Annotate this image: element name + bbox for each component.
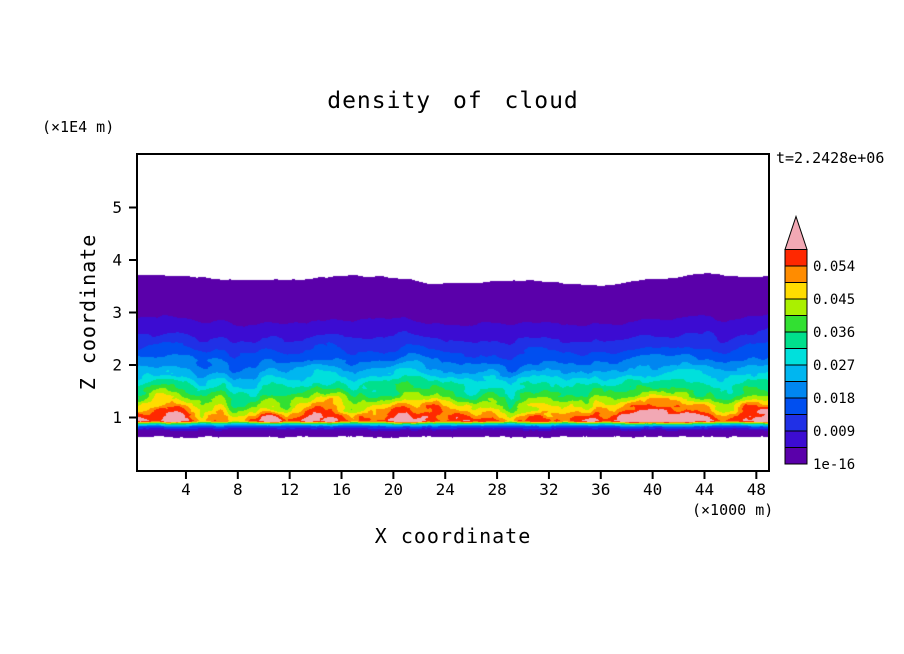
- y-axis-title: Z coordinate: [76, 233, 100, 391]
- chart-title: density of cloud: [327, 88, 579, 114]
- colorbar-label: 0.027: [813, 358, 855, 374]
- colorbar-overflow-arrow: [784, 214, 808, 250]
- contour-field-canvas: [138, 155, 768, 470]
- x-tick-label: 20: [384, 480, 403, 499]
- colorbar-segment: [784, 282, 808, 300]
- x-tick-label: 48: [747, 480, 766, 499]
- x-tick-label: 16: [332, 480, 351, 499]
- z-tick-label: 3: [112, 303, 122, 322]
- z-tick-label: 1: [112, 408, 122, 427]
- colorbar-segment: [784, 414, 808, 432]
- x-tick-label: 12: [280, 480, 299, 499]
- z-tick-label: 5: [112, 198, 122, 217]
- x-tick-label: 4: [181, 480, 191, 499]
- colorbar-label: 0.045: [813, 292, 855, 308]
- x-axis-title: X coordinate: [374, 524, 532, 548]
- colorbar-segment: [784, 298, 808, 316]
- colorbar-label: 1e-16: [813, 457, 855, 473]
- timestamp-label: t=2.2428e+06: [776, 149, 885, 167]
- plot-frame: [136, 153, 770, 472]
- colorbar-segment: [784, 447, 808, 465]
- colorbar-segment: [784, 249, 808, 267]
- x-tick-label: 28: [487, 480, 506, 499]
- colorbar-segment: [784, 381, 808, 399]
- colorbar-label: 0.036: [813, 325, 855, 341]
- colorbar-segment: [784, 331, 808, 349]
- colorbar-label: 0.009: [813, 424, 855, 440]
- colorbar-label: 0.054: [813, 259, 855, 275]
- x-tick-label: 40: [643, 480, 662, 499]
- x-tick-label: 24: [436, 480, 455, 499]
- z-tick-label: 2: [112, 356, 122, 375]
- x-tick-label: 32: [539, 480, 558, 499]
- x-tick-label: 36: [591, 480, 610, 499]
- x-axis-unit-label: (×1000 m): [692, 501, 774, 519]
- x-tick-label: 44: [695, 480, 714, 499]
- colorbar-segment: [784, 430, 808, 448]
- z-tick-label: 4: [112, 251, 122, 270]
- colorbar-segment: [784, 348, 808, 366]
- colorbar-label: 0.018: [813, 391, 855, 407]
- colorbar-segment: [784, 397, 808, 415]
- x-tick-label: 8: [233, 480, 243, 499]
- colorbar-segment: [784, 315, 808, 333]
- colorbar-segment: [784, 265, 808, 283]
- colorbar-segment: [784, 364, 808, 382]
- y-axis-unit-label: (×1E4 m): [42, 118, 115, 136]
